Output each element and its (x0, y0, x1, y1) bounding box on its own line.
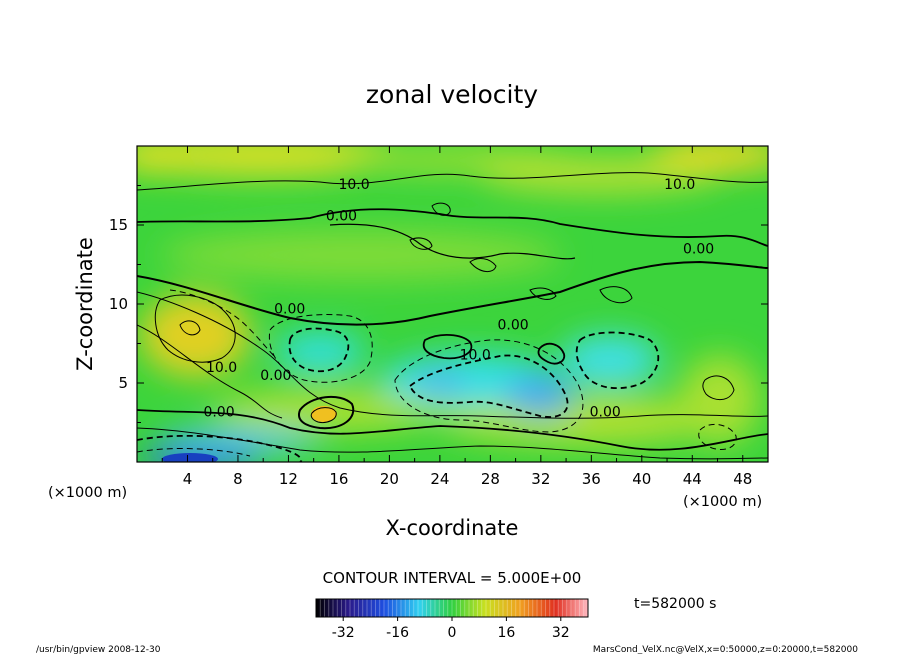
y-tick-label: 10 (109, 295, 128, 313)
contour-label: 10.0 (338, 177, 369, 193)
contour-label: 10.0 (460, 348, 491, 364)
contour-label: 0.00 (203, 404, 234, 420)
y-axis-label: Z-coordinate (73, 237, 97, 371)
x-tick-label: 16 (329, 470, 348, 488)
contour-label: 0.00 (497, 318, 528, 334)
time-label: t=582000 s (634, 596, 716, 612)
x-tick-label: 48 (733, 470, 752, 488)
contour-label: 0.00 (260, 368, 291, 384)
contour-label: 10.0 (664, 177, 695, 193)
y-axis-ticks: 5 10 15 (109, 185, 768, 423)
contour-label: 0.00 (326, 209, 357, 225)
colorbar-tick-label: -16 (386, 625, 409, 641)
footer-right: MarsCond_VelX.nc@VelX,x=0:50000,z=0:2000… (593, 645, 858, 654)
x-tick-label: 40 (632, 470, 651, 488)
colorbar-tick-label: 0 (448, 625, 457, 641)
contour-interval-text: CONTOUR INTERVAL = 5.000E+00 (323, 569, 582, 587)
contour-label: 10.0 (206, 360, 237, 376)
colorbar-tick-label: 32 (552, 625, 570, 641)
x-tick-label: 8 (233, 470, 243, 488)
x-tick-label: 4 (183, 470, 193, 488)
x-tick-label: 44 (683, 470, 702, 488)
chart-title: zonal velocity (366, 80, 538, 109)
contour-labels: 10.0 10.0 0.00 0.00 0.00 0.00 10.0 10.0 0.00 0.00… (203, 177, 714, 421)
x-tick-label: 24 (430, 470, 449, 488)
colorbar-tick-label: 16 (497, 625, 515, 641)
colorbar: -32 -16 0 16 32 (315, 598, 589, 641)
x-tick-label: 32 (531, 470, 550, 488)
x-tick-label: 36 (582, 470, 601, 488)
contour-label: 0.00 (274, 302, 305, 318)
y-tick-label: 5 (118, 374, 128, 392)
colorbar-ticks: -32 -16 0 16 32 (332, 617, 570, 641)
x-tick-label: 28 (481, 470, 500, 488)
x-axis-label: X-coordinate (386, 516, 519, 540)
contour-label: 0.00 (590, 404, 621, 420)
colorbar-tick-label: -32 (332, 625, 355, 641)
x-tick-label: 12 (279, 470, 298, 488)
plot-area: 10.0 10.0 0.00 0.00 0.00 0.00 10.0 10.0 0.00 0.00… (137, 146, 768, 462)
x-axis-ticks: 4 8 12 16 20 24 28 32 36 40 44 48 (161, 146, 769, 488)
contour-label: 0.00 (683, 242, 714, 258)
z-axis-unit: (×1000 m) (683, 494, 762, 510)
x-tick-label: 20 (380, 470, 399, 488)
footer-left: /usr/bin/gpview 2008-12-30 (36, 645, 161, 654)
x-axis-unit: (×1000 m) (48, 485, 127, 501)
y-tick-label: 15 (109, 216, 128, 234)
